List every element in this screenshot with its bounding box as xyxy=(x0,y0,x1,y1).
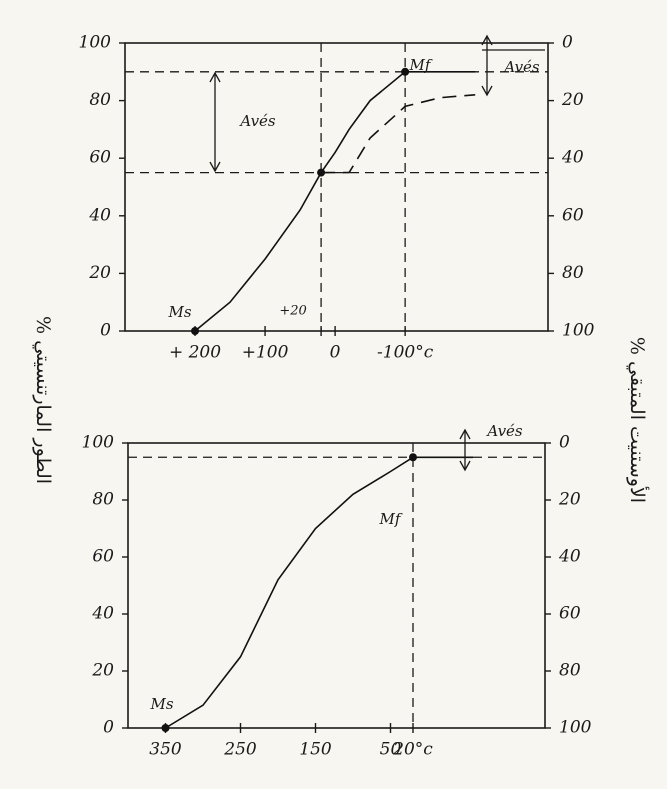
arrow-head xyxy=(459,428,471,440)
arrow-head xyxy=(209,71,221,83)
y2-tick-label: 100 xyxy=(559,718,592,738)
arrow-head xyxy=(481,34,493,46)
y2-tick-label: 20 xyxy=(561,90,584,110)
plot-frame xyxy=(127,442,546,729)
y-tick-label: 80 xyxy=(92,490,114,510)
x-tick-label: 0 xyxy=(330,343,341,363)
arrow-head xyxy=(459,460,471,472)
x-tick-label: 250 xyxy=(223,740,257,760)
y-tick-label: 20 xyxy=(91,661,114,681)
y-tick-label: 60 xyxy=(92,547,114,567)
series-line xyxy=(194,71,476,332)
x-tick-label: 50 xyxy=(380,740,402,760)
annotation: Avés xyxy=(502,58,540,76)
y-tick-label: 100 xyxy=(82,433,115,453)
y-tick-label: 0 xyxy=(100,321,111,341)
y2-tick-label: 40 xyxy=(561,148,584,168)
x-tick-label: +20 xyxy=(279,304,306,319)
y2-tick-label: 20 xyxy=(558,490,581,510)
annotation: Ms xyxy=(167,303,191,321)
point xyxy=(317,168,326,177)
point xyxy=(409,453,417,462)
point xyxy=(401,67,410,76)
point xyxy=(191,327,200,335)
point xyxy=(161,724,170,732)
y-tick-label: 80 xyxy=(89,90,111,110)
annotation: Avés xyxy=(485,422,523,440)
y2-tick-label: 80 xyxy=(562,263,584,283)
y2-tick-label: 60 xyxy=(559,604,581,624)
series-line xyxy=(165,456,473,729)
x-tick-label: 150 xyxy=(299,740,332,760)
annotation: Avés xyxy=(238,112,276,130)
y2-tick-label: 0 xyxy=(562,33,573,53)
annotation: Mf xyxy=(409,56,433,74)
y2-tick-label: 100 xyxy=(562,321,595,341)
y2-tick-label: 0 xyxy=(559,433,570,453)
x-tick-label: -100°c xyxy=(377,343,434,363)
annotation: Ms xyxy=(149,695,173,713)
plot-frame xyxy=(124,42,549,332)
y-tick-label: 40 xyxy=(88,205,111,225)
y-tick-label: 60 xyxy=(89,148,111,168)
annotation: Mf xyxy=(379,510,403,528)
y2-tick-label: 80 xyxy=(559,661,581,681)
x-tick-label: +100 xyxy=(242,343,289,363)
y-tick-label: 0 xyxy=(103,718,114,738)
x-tick-label: 350 xyxy=(149,740,182,760)
arrow-head xyxy=(481,85,493,97)
y-tick-label: 100 xyxy=(79,33,112,53)
series-line xyxy=(321,94,476,174)
x-tick-label: + 200 xyxy=(169,343,221,363)
right-axis-title: % الأوستنيت المتبقي xyxy=(626,337,650,503)
y2-tick-label: 60 xyxy=(562,205,584,225)
arrow-head xyxy=(209,161,221,173)
y2-tick-label: 40 xyxy=(558,547,581,567)
x-tick-label: 20°c xyxy=(392,740,433,760)
left-axis-title: % الطور المارتنسيتي xyxy=(32,316,54,484)
y-tick-label: 20 xyxy=(88,263,111,283)
y-tick-label: 40 xyxy=(91,604,114,624)
